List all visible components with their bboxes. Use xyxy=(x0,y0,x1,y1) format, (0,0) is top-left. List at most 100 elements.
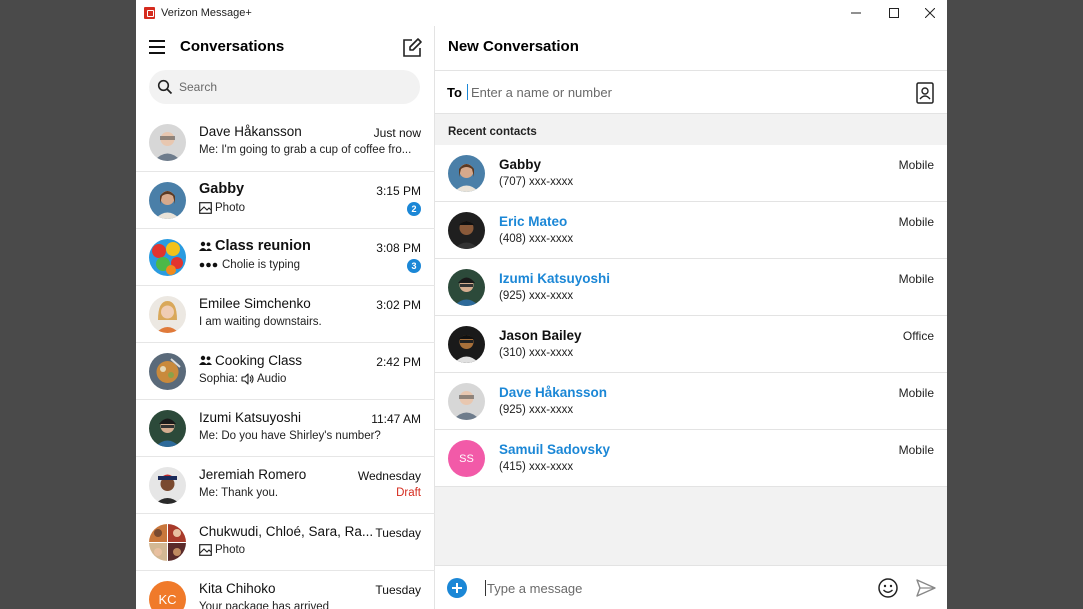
new-conversation-header: New Conversation xyxy=(435,26,947,70)
minimize-button[interactable] xyxy=(838,0,874,26)
message-compose-bar xyxy=(435,565,947,609)
contact-name: Gabby xyxy=(499,157,542,172)
maximize-icon xyxy=(889,8,899,18)
contact-phone: (408) xxx-xxxx xyxy=(499,233,574,245)
contact-phone: (707) xxx-xxxx xyxy=(499,176,574,188)
photo-icon xyxy=(199,544,212,556)
avatar: KC xyxy=(149,581,186,609)
conversation-preview: I am waiting downstairs. xyxy=(199,316,417,328)
conversation-item[interactable]: KC Kita Chihoko Tuesday Your package has… xyxy=(136,570,435,609)
conversation-preview: Me: Do you have Shirley's number? xyxy=(199,430,417,442)
contact-item[interactable]: Dave Håkansson (925) xxx-xxxx Mobile xyxy=(435,373,947,430)
avatar xyxy=(448,326,485,363)
avatar xyxy=(149,353,186,390)
conversation-item[interactable]: Izumi Katsuyoshi 11:47 AM Me: Do you hav… xyxy=(136,399,435,456)
conversation-preview: Me: I'm going to grab a cup of coffee fr… xyxy=(199,144,417,156)
verizon-logo-icon xyxy=(144,7,155,19)
conversation-name: Gabby xyxy=(199,181,245,197)
conversation-time: 3:02 PM xyxy=(376,298,421,312)
close-button[interactable] xyxy=(912,0,947,26)
minimize-icon xyxy=(851,12,861,14)
conversation-time: 11:47 AM xyxy=(371,412,421,426)
avatar xyxy=(149,182,186,219)
conversation-name: Kita Chihoko xyxy=(199,581,276,596)
preview-text: Me: I'm going to grab a cup of coffee fr… xyxy=(199,144,412,156)
preview-text: Me: Thank you. xyxy=(199,487,279,499)
contact-phone: (310) xxx-xxxx xyxy=(499,347,574,359)
contact-item[interactable]: Gabby (707) xxx-xxxx Mobile xyxy=(435,145,947,202)
contact-name: Izumi Katsuyoshi xyxy=(499,271,611,286)
conversation-name: Jeremiah Romero xyxy=(199,467,307,482)
contact-phone: (415) xxx-xxxx xyxy=(499,461,574,473)
contact-phone-type: Office xyxy=(902,329,934,343)
window-title: Verizon Message+ xyxy=(161,7,252,19)
contact-name: Eric Mateo xyxy=(499,214,568,229)
conversation-preview: Photo xyxy=(199,544,417,556)
avatar xyxy=(448,383,485,420)
preview-text: Cholie is typing xyxy=(222,259,300,271)
to-label: To xyxy=(447,85,462,100)
preview-sender: Sophia: xyxy=(199,373,239,385)
preview-text: Me: Do you have Shirley's number? xyxy=(199,430,381,442)
conversation-preview: Cholie is typing xyxy=(199,259,417,271)
draft-label: Draft xyxy=(396,487,421,499)
add-attachment-icon[interactable] xyxy=(447,578,467,598)
conversation-name: Chukwudi, Chloé, Sara, Ra... xyxy=(199,524,374,539)
close-icon xyxy=(925,8,935,18)
preview-text: Audio xyxy=(257,373,287,385)
preview-text: Photo xyxy=(215,202,246,214)
app-window: Verizon Message+ Conversations xyxy=(136,0,947,609)
typing-indicator-icon xyxy=(199,262,218,268)
audio-icon xyxy=(241,373,254,385)
avatar xyxy=(448,269,485,306)
search-icon xyxy=(157,79,173,95)
conversation-item[interactable]: Class reunion 3:08 PM Cholie is typing 3 xyxy=(136,228,435,285)
conversation-item[interactable]: Gabby 3:15 PM Photo 2 xyxy=(136,171,435,228)
contact-name: Samuil Sadovsky xyxy=(499,442,611,457)
search-input[interactable] xyxy=(179,77,409,97)
message-input[interactable] xyxy=(487,577,857,599)
page-title: Conversations xyxy=(180,38,285,55)
avatar: SS xyxy=(448,440,485,477)
contact-phone-type: Mobile xyxy=(898,443,934,457)
conversation-name: Emilee Simchenko xyxy=(199,296,311,311)
compose-icon[interactable] xyxy=(401,37,423,59)
emoji-icon[interactable] xyxy=(877,577,899,599)
conversation-time: 3:15 PM xyxy=(376,184,421,198)
conversation-item[interactable]: Emilee Simchenko 3:02 PM I am waiting do… xyxy=(136,285,435,342)
title-bar: Verizon Message+ xyxy=(136,0,947,26)
maximize-button[interactable] xyxy=(876,0,912,26)
contact-item[interactable]: Jason Bailey (310) xxx-xxxx Office xyxy=(435,316,947,373)
recent-contacts-label: Recent contacts xyxy=(448,126,537,138)
conversation-item[interactable]: Chukwudi, Chloé, Sara, Ra... Tuesday Pho… xyxy=(136,513,435,570)
conversation-item[interactable]: Cooking Class 2:42 PM Sophia: Audio xyxy=(136,342,435,399)
conversation-item[interactable]: Dave Håkansson Just now Me: I'm going to… xyxy=(136,114,435,171)
avatar xyxy=(149,410,186,447)
search-box[interactable] xyxy=(149,70,420,104)
new-conversation-pane: New Conversation To Recent contacts Gabb… xyxy=(435,26,947,609)
contact-phone-type: Mobile xyxy=(898,272,934,286)
recipient-bar: To xyxy=(435,70,947,114)
conversation-list: Dave Håkansson Just now Me: I'm going to… xyxy=(136,114,435,609)
recipient-input[interactable] xyxy=(471,82,851,102)
conversation-preview: Sophia: Audio xyxy=(199,373,417,385)
conversation-name: Class reunion xyxy=(199,238,311,254)
send-icon[interactable] xyxy=(915,577,937,599)
conversation-time: Wednesday xyxy=(357,469,421,483)
conversation-preview: Me: Thank you. xyxy=(199,487,417,499)
conversation-name: Izumi Katsuyoshi xyxy=(199,410,302,425)
contact-item[interactable]: Eric Mateo (408) xxx-xxxx Mobile xyxy=(435,202,947,259)
contact-item[interactable]: SS Samuil Sadovsky (415) xxx-xxxx Mobile xyxy=(435,430,947,487)
text-cursor xyxy=(485,580,486,596)
hamburger-menu-icon[interactable] xyxy=(149,40,165,54)
conversation-item[interactable]: Jeremiah Romero Wednesday Me: Thank you.… xyxy=(136,456,435,513)
conversation-name: Dave Håkansson xyxy=(199,124,302,139)
contact-book-icon[interactable] xyxy=(915,82,935,104)
avatar xyxy=(149,524,186,561)
conversation-preview: Photo xyxy=(199,202,417,214)
contact-phone-type: Mobile xyxy=(898,215,934,229)
conversation-time: Tuesday xyxy=(375,583,421,597)
contact-name: Dave Håkansson xyxy=(499,385,608,400)
preview-text: Photo xyxy=(215,544,246,556)
contact-item[interactable]: Izumi Katsuyoshi (925) xxx-xxxx Mobile xyxy=(435,259,947,316)
